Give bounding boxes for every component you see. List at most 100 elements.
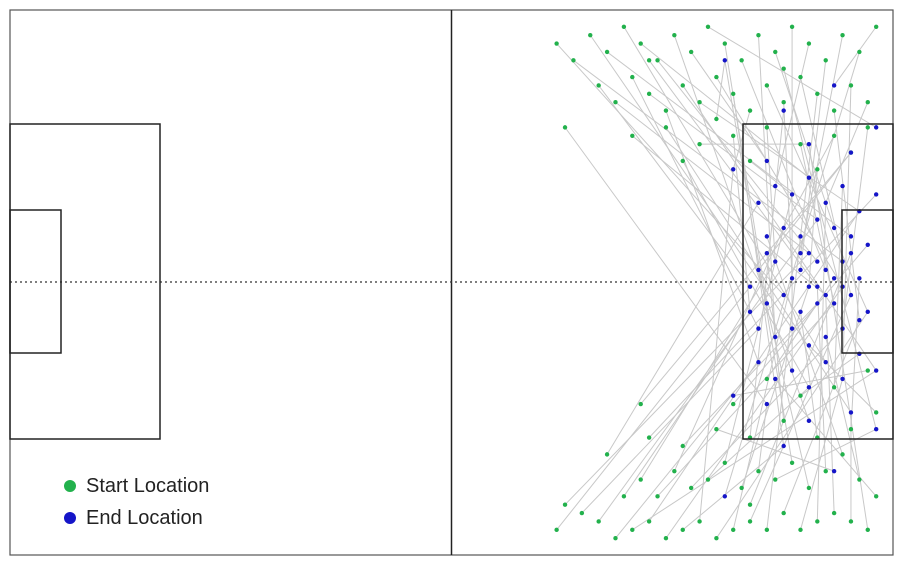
start-location-point [604,452,610,457]
pass-line [833,26,877,86]
legend-swatch-end [64,512,76,524]
start-location-point [621,24,627,29]
end-location-point [773,334,778,340]
end-location-point [857,276,862,281]
start-location-point [865,368,870,373]
end-location-point [857,351,862,356]
start-location-point [848,427,854,432]
pass-line [631,135,827,296]
start-location-point [554,527,559,533]
start-location-point [764,83,770,88]
legend: Start Location End Location [64,470,209,534]
end-location-point [798,267,803,273]
start-location-point [781,66,786,71]
start-location-point [823,468,828,474]
start-location-point [630,527,635,533]
start-location-point [655,58,660,63]
start-location-point [646,91,652,97]
start-location-point [688,485,694,491]
pass-line [800,144,835,304]
start-location-point [731,133,736,138]
pass-line [564,127,768,405]
start-location-point [848,83,854,88]
start-location-point [554,41,559,46]
pass-line [808,169,818,287]
start-location-point [663,536,669,541]
pass-line [774,378,877,497]
start-location-point [596,83,601,88]
start-location-point [571,58,576,63]
start-location-point [773,477,778,482]
start-location-point [764,527,770,533]
pass-line [775,428,877,480]
end-location-point [789,326,795,331]
start-location-point [714,427,719,432]
start-location-point [714,74,719,80]
start-location-point [596,519,601,524]
end-location-point [840,376,845,382]
pass-line [724,43,768,304]
start-location-point [840,32,845,38]
start-location-point [764,376,770,382]
end-location-point [806,385,812,390]
start-location-point [588,32,593,38]
start-location-point [789,460,795,465]
start-location-point [722,460,728,465]
start-location-point [714,116,719,122]
end-location-point [781,443,786,449]
pass-line [732,110,751,170]
end-location-point [848,150,854,155]
start-location-point [621,494,627,499]
start-location-point [798,141,803,147]
pass-line [774,43,810,187]
start-location-point [798,74,803,80]
end-location-point [831,276,837,281]
end-location-point [806,141,812,147]
start-location-point [840,452,845,457]
end-location-point [747,284,753,289]
end-location-point [840,183,845,189]
end-location-point [773,259,778,264]
end-location-point [722,494,728,499]
start-location-point [865,125,870,130]
start-location-point [604,49,610,55]
pass-line [732,135,751,312]
start-location-points [554,24,879,541]
start-location-point [680,158,685,164]
pass-line [799,311,818,438]
pass-line [690,51,768,162]
end-location-point [756,267,761,273]
start-location-point [697,100,702,105]
pass-line [808,144,869,530]
end-location-point [865,242,870,247]
right-six-yard-box [841,209,894,354]
start-location-point [873,24,879,29]
end-location-point [823,334,828,340]
start-location-point [806,41,812,46]
start-location-point [756,32,761,38]
pass-line [716,428,835,472]
start-location-point [815,519,820,524]
end-location-point [731,393,736,398]
start-location-point [672,32,677,38]
end-location-point [764,234,770,239]
pass-line [825,102,869,204]
end-location-point [848,410,854,415]
pass-line [657,303,835,497]
pass-line [682,160,810,388]
start-location-point [857,49,862,55]
start-location-point [680,443,685,449]
start-location-point [688,49,694,55]
start-location-point [873,494,879,499]
start-location-point [739,485,744,491]
pitch-markings [9,9,894,556]
end-location-point [815,259,820,264]
end-location-point [831,83,837,88]
end-location-point [764,250,770,256]
pass-line [800,35,844,254]
pass-line [842,127,869,329]
end-location-point [873,368,879,373]
end-location-point [815,217,820,222]
pass-line [556,43,785,296]
pass-line [699,169,734,522]
